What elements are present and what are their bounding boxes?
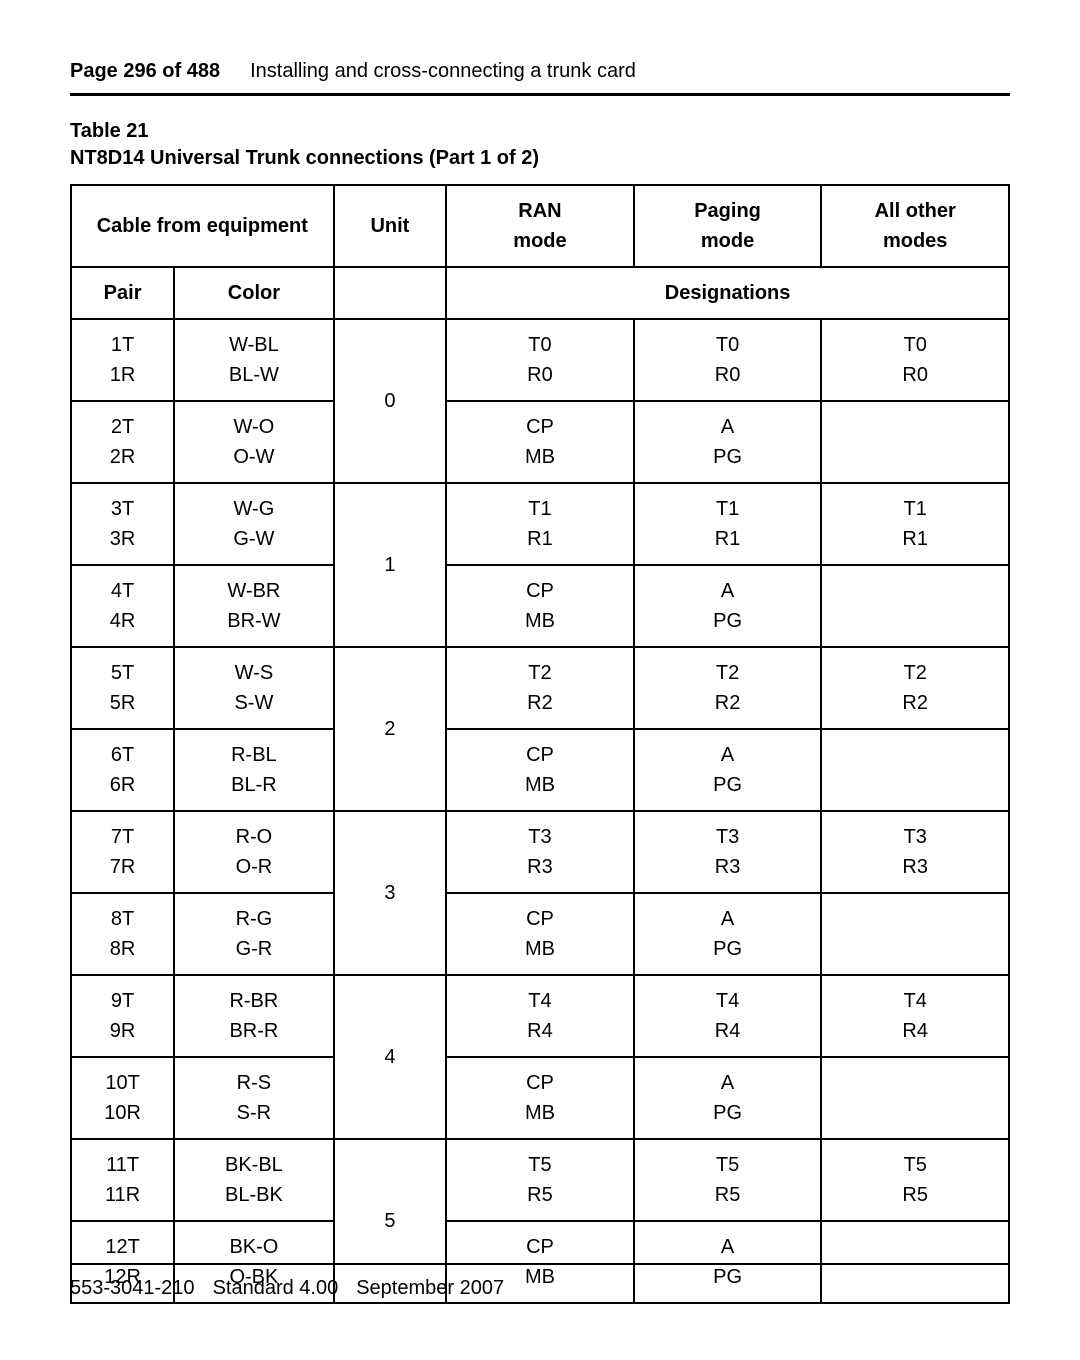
table-cell [821, 401, 1009, 483]
table-cell: APG [634, 729, 822, 811]
table-cell: R-OO-R [174, 811, 333, 893]
th-paging-mode: Paging mode [634, 185, 822, 267]
table-cell: W-OO-W [174, 401, 333, 483]
th-unit-blank [334, 267, 447, 319]
table-cell: T5R5 [446, 1139, 634, 1221]
unit-cell: 2 [334, 647, 447, 811]
table-cell: CPMB [446, 1057, 634, 1139]
table-cell: T5R5 [634, 1139, 822, 1221]
table-cell [821, 729, 1009, 811]
th-color: Color [174, 267, 333, 319]
footer-doc-id: 553-3041-210 [70, 1277, 195, 1300]
table-cell: 1T1R [71, 319, 174, 401]
table-cell: T4R4 [446, 975, 634, 1057]
table-cell: APG [634, 565, 822, 647]
table-cell: 3T3R [71, 483, 174, 565]
table-cell: T2R2 [634, 647, 822, 729]
table-cell: T4R4 [821, 975, 1009, 1057]
table-cell: APG [634, 1057, 822, 1139]
table-cell: 6T6R [71, 729, 174, 811]
table-cell: W-SS-W [174, 647, 333, 729]
table-cell: 11T11R [71, 1139, 174, 1221]
th-all-other-modes: All other modes [821, 185, 1009, 267]
table-cell: T1R1 [634, 483, 822, 565]
table-cell: CPMB [446, 565, 634, 647]
table-cell: T2R2 [446, 647, 634, 729]
table-cell: R-BLBL-R [174, 729, 333, 811]
header-title: Installing and cross-connecting a trunk … [250, 60, 636, 83]
table-row: 11T11RBK-BLBL-BK5T5R5T5R5T5R5 [71, 1139, 1009, 1221]
table-row: 4T4RW-BRBR-W CPMBAPG [71, 565, 1009, 647]
table-cell: R-GG-R [174, 893, 333, 975]
th-unit: Unit [334, 185, 447, 267]
table-cell: T5R5 [821, 1139, 1009, 1221]
table-cell: CPMB [446, 729, 634, 811]
table-cell: T1R1 [446, 483, 634, 565]
table-row: 2T2RW-OO-W CPMBAPG [71, 401, 1009, 483]
table-row: 8T8RR-GG-R CPMBAPG [71, 893, 1009, 975]
table-cell: T0R0 [821, 319, 1009, 401]
table-row: 9T9RR-BRBR-R4T4R4T4R4T4R4 [71, 975, 1009, 1057]
th-designations: Designations [446, 267, 1009, 319]
table-row: 7T7RR-OO-R3T3R3T3R3T3R3 [71, 811, 1009, 893]
table-cell: T1R1 [821, 483, 1009, 565]
table-row: 5T5RW-SS-W2T2R2T2R2T2R2 [71, 647, 1009, 729]
footer-date: September 2007 [356, 1277, 504, 1300]
table-cell: T0R0 [446, 319, 634, 401]
table-cell: W-BRBR-W [174, 565, 333, 647]
page-footer: 553-3041-210 Standard 4.00 September 200… [70, 1263, 1010, 1300]
table-cell: T3R3 [821, 811, 1009, 893]
table-cell: CPMB [446, 893, 634, 975]
page-number: Page 296 of 488 [70, 60, 220, 83]
table-label: Table 21 [70, 120, 1010, 143]
table-caption: NT8D14 Universal Trunk connections (Part… [70, 147, 1010, 170]
table-cell: 4T4R [71, 565, 174, 647]
table-cell: 7T7R [71, 811, 174, 893]
table-row: 10T10RR-SS-R CPMBAPG [71, 1057, 1009, 1139]
table-cell: APG [634, 893, 822, 975]
table-cell [821, 565, 1009, 647]
table-row: 3T3RW-GG-W1T1R1T1R1T1R1 [71, 483, 1009, 565]
table-cell: T0R0 [634, 319, 822, 401]
table-cell: 2T2R [71, 401, 174, 483]
unit-cell: 4 [334, 975, 447, 1139]
table-cell: BK-BLBL-BK [174, 1139, 333, 1221]
table-cell [821, 1057, 1009, 1139]
table-cell: CPMB [446, 401, 634, 483]
table-cell: T3R3 [446, 811, 634, 893]
table-cell: R-BRBR-R [174, 975, 333, 1057]
trunk-connections-table: Cable from equipment Unit RAN mode Pagin… [70, 184, 1010, 1304]
unit-cell: 3 [334, 811, 447, 975]
footer-standard: Standard 4.00 [213, 1277, 339, 1300]
th-pair: Pair [71, 267, 174, 319]
th-cable-from-equipment: Cable from equipment [71, 185, 334, 267]
page-header: Page 296 of 488 Installing and cross-con… [70, 60, 1010, 96]
table-row: 1T1RW-BLBL-W0T0R0T0R0T0R0 [71, 319, 1009, 401]
table-cell [821, 893, 1009, 975]
table-cell: 8T8R [71, 893, 174, 975]
table-cell: W-BLBL-W [174, 319, 333, 401]
table-cell: 10T10R [71, 1057, 174, 1139]
table-cell: 9T9R [71, 975, 174, 1057]
table-row: 6T6RR-BLBL-R CPMBAPG [71, 729, 1009, 811]
table-cell: W-GG-W [174, 483, 333, 565]
table-cell: T2R2 [821, 647, 1009, 729]
unit-cell: 1 [334, 483, 447, 647]
table-cell: APG [634, 401, 822, 483]
table-cell: T4R4 [634, 975, 822, 1057]
th-ran-mode: RAN mode [446, 185, 634, 267]
table-cell: 5T5R [71, 647, 174, 729]
unit-cell: 0 [334, 319, 447, 483]
table-cell: R-SS-R [174, 1057, 333, 1139]
table-cell: T3R3 [634, 811, 822, 893]
